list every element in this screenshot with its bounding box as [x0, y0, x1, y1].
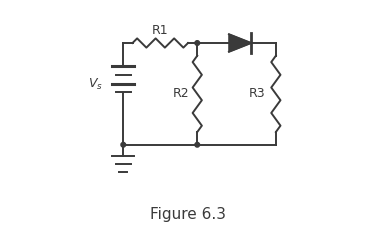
Polygon shape: [229, 34, 251, 52]
Text: Figure 6.3: Figure 6.3: [150, 207, 226, 222]
Circle shape: [195, 41, 200, 45]
Circle shape: [121, 143, 126, 147]
Circle shape: [195, 143, 200, 147]
Text: R2: R2: [173, 87, 190, 100]
Text: $V_s$: $V_s$: [88, 77, 103, 92]
Text: R3: R3: [249, 87, 266, 100]
Text: R1: R1: [152, 24, 168, 37]
